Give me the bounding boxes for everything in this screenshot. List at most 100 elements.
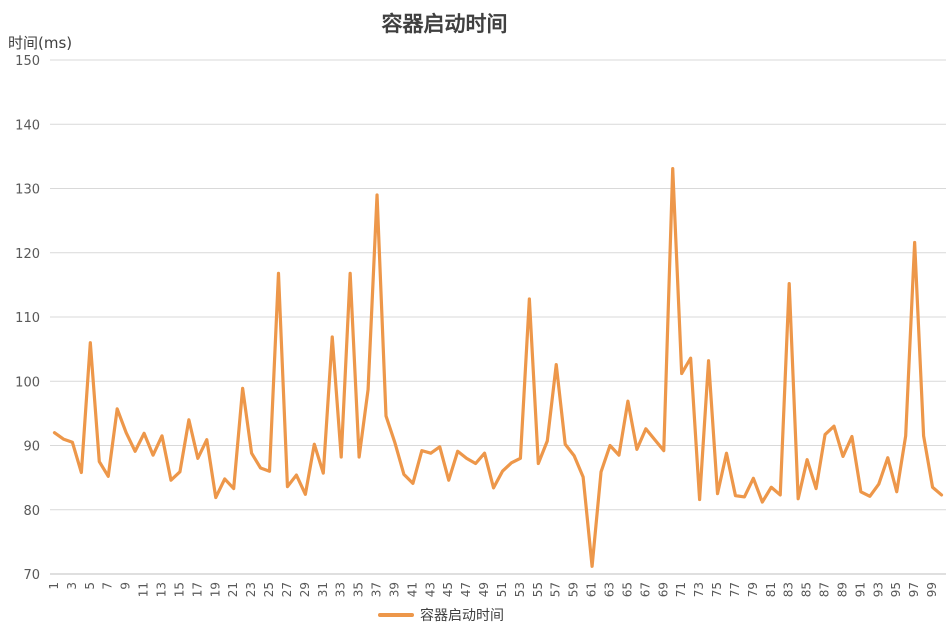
data-point: [564, 443, 567, 446]
x-tick-label: 95: [889, 582, 903, 597]
data-point: [698, 498, 701, 501]
data-point: [196, 457, 199, 460]
data-point: [617, 454, 620, 457]
data-point: [680, 372, 683, 375]
x-tick-label: 19: [208, 582, 222, 597]
data-point: [653, 438, 656, 441]
data-point: [537, 462, 540, 465]
x-tick-label: 21: [226, 582, 240, 597]
data-point: [582, 475, 585, 478]
data-point: [178, 470, 181, 473]
data-point: [707, 359, 710, 362]
data-point: [420, 449, 423, 452]
series-line: [52, 166, 944, 568]
data-point: [143, 432, 146, 435]
data-point: [734, 494, 737, 497]
data-point: [743, 495, 746, 498]
data-point: [232, 487, 235, 490]
x-tick-label: 31: [316, 582, 330, 597]
data-point: [626, 400, 629, 403]
data-point: [349, 272, 352, 275]
x-tick-label: 17: [190, 582, 204, 597]
data-point: [519, 457, 522, 460]
data-point: [286, 485, 289, 488]
data-point: [752, 477, 755, 480]
data-point: [573, 454, 576, 457]
x-tick-label: 67: [638, 582, 652, 597]
x-tick-label: 77: [728, 582, 742, 597]
data-point: [644, 427, 647, 430]
y-tick-label: 130: [15, 183, 40, 198]
x-tick-label: 69: [656, 582, 670, 597]
x-tick-label: 97: [907, 582, 921, 597]
x-tick-label: 39: [387, 582, 401, 597]
x-tick-label: 85: [800, 582, 814, 597]
data-point: [429, 452, 432, 455]
x-tick-label: 49: [477, 582, 491, 597]
data-point: [71, 441, 74, 444]
x-tick-label: 59: [567, 582, 581, 597]
x-tick-label: 63: [603, 582, 617, 597]
data-point: [877, 483, 880, 486]
data-point: [940, 493, 943, 496]
data-point: [492, 486, 495, 489]
x-tick-label: 75: [710, 582, 724, 597]
data-point: [725, 452, 728, 455]
x-tick-label: 79: [746, 582, 760, 597]
data-point: [295, 474, 298, 477]
x-tick-label: 33: [334, 582, 348, 597]
x-tick-label: 11: [137, 582, 151, 597]
data-point: [815, 487, 818, 490]
x-tick-label: 5: [83, 582, 97, 590]
x-tick-label: 35: [352, 582, 366, 597]
data-point: [501, 470, 504, 473]
data-point: [214, 496, 217, 499]
data-point: [833, 425, 836, 428]
data-point: [609, 444, 612, 447]
x-tick-label: 99: [925, 582, 939, 597]
data-point: [904, 434, 907, 437]
data-point: [385, 414, 388, 417]
data-point: [456, 450, 459, 453]
data-point: [447, 479, 450, 482]
x-tick-label: 13: [155, 582, 169, 597]
data-point: [340, 456, 343, 459]
data-point: [841, 455, 844, 458]
x-tick-label: 43: [423, 582, 437, 597]
data-point: [358, 456, 361, 459]
data-point: [80, 471, 83, 474]
data-point: [304, 493, 307, 496]
data-point: [53, 431, 56, 434]
data-point: [913, 241, 916, 244]
x-tick-label: 29: [298, 582, 312, 597]
data-point: [528, 298, 531, 301]
data-point: [107, 475, 110, 478]
data-point: [716, 492, 719, 495]
data-point: [376, 193, 379, 196]
data-point: [931, 486, 934, 489]
data-point: [600, 470, 603, 473]
data-point: [241, 387, 244, 390]
data-point: [824, 433, 827, 436]
x-tick-label: 89: [835, 582, 849, 597]
data-point: [98, 460, 101, 463]
x-tick-label: 9: [119, 582, 133, 590]
data-point: [555, 363, 558, 366]
x-tick-label: 71: [674, 582, 688, 597]
y-tick-label: 90: [23, 440, 40, 455]
data-point: [169, 479, 172, 482]
data-point: [322, 472, 325, 475]
data-point: [797, 497, 800, 500]
data-point: [187, 418, 190, 421]
data-point: [89, 341, 92, 344]
x-tick-label: 81: [764, 582, 778, 597]
legend-swatch: [378, 613, 414, 617]
x-tick-label: 7: [101, 582, 115, 590]
data-point: [331, 335, 334, 338]
data-point: [788, 282, 791, 285]
data-point: [886, 456, 889, 459]
x-tick-label: 65: [620, 582, 634, 597]
y-tick-label: 100: [15, 375, 40, 390]
data-point: [510, 461, 513, 464]
